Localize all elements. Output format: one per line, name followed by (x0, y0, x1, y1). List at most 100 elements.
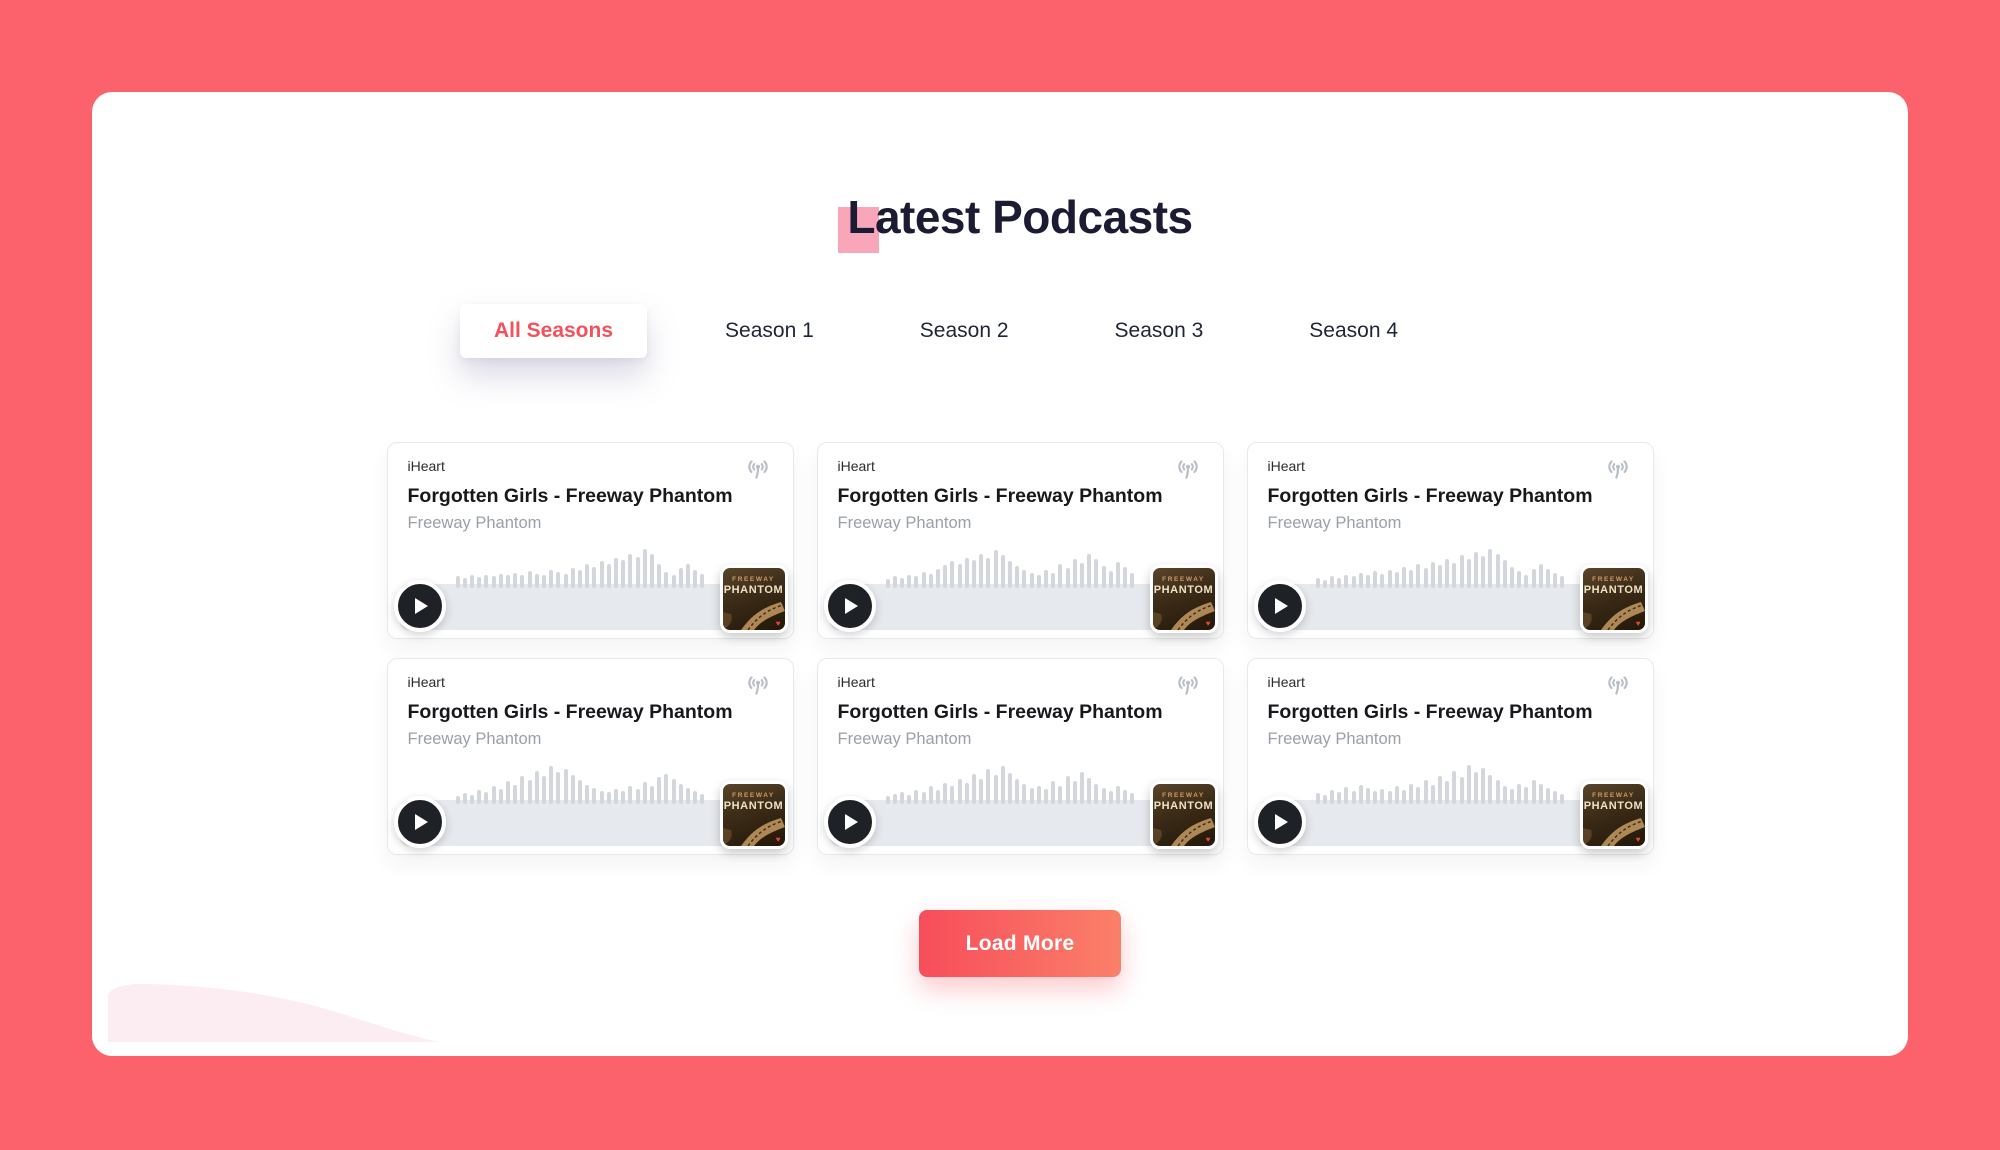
album-art[interactable]: FREEWAY PHANTOM ♥ (719, 565, 788, 633)
waveform-bar (1473, 772, 1478, 804)
pink-wave-decoration (108, 983, 438, 1042)
tab-label: All Seasons (493, 319, 614, 342)
tab-season-3[interactable]: Season 3 (1087, 304, 1232, 358)
play-button[interactable] (1253, 580, 1306, 632)
waveform-bar (1329, 576, 1334, 588)
waveform-bar (563, 573, 568, 588)
waveform[interactable] (1315, 762, 1565, 804)
waveform-bar (1365, 575, 1370, 588)
waveform-bar (1101, 566, 1106, 588)
waveform-bar (993, 550, 998, 588)
waveform-bar (1065, 776, 1070, 804)
waveform-bar (1022, 783, 1027, 804)
podcast-network-label: iHeart (407, 674, 445, 690)
waveform-bar (1322, 794, 1327, 804)
waveform-bar (657, 564, 662, 588)
album-art[interactable]: FREEWAY PHANTOM ♥ (1579, 781, 1648, 849)
waveform-bar (1072, 781, 1077, 804)
waveform-bar (556, 772, 561, 804)
album-art-line1: FREEWAY (732, 576, 775, 583)
player-track-background (829, 800, 1211, 846)
waveform[interactable] (885, 762, 1135, 804)
iheart-logo-icon[interactable] (1173, 456, 1203, 482)
waveform-bar (1524, 787, 1529, 804)
play-button[interactable] (823, 796, 876, 848)
play-button[interactable] (393, 580, 446, 632)
waveform-bar (613, 788, 618, 804)
waveform-bar (1538, 564, 1543, 588)
waveform[interactable] (455, 546, 705, 588)
waveform-bar (541, 776, 546, 804)
waveform-bar (606, 792, 611, 804)
waveform-bar (928, 786, 933, 804)
album-art-road-illustration (1152, 602, 1215, 630)
album-art-line2: PHANTOM (1583, 800, 1644, 813)
waveform-bar (1546, 788, 1550, 804)
tab-all-seasons[interactable]: All Seasons (459, 304, 648, 358)
waveform-bar (1509, 567, 1514, 588)
waveform[interactable] (455, 762, 705, 804)
waveform-bar (1315, 793, 1320, 804)
play-button[interactable] (823, 580, 876, 632)
tab-season-1[interactable]: Season 1 (697, 304, 842, 358)
waveform-bar (671, 574, 676, 588)
waveform[interactable] (1315, 546, 1565, 588)
podcast-show-name: Freeway Phantom (407, 730, 542, 748)
play-button[interactable] (393, 796, 446, 848)
tab-season-2[interactable]: Season 2 (892, 304, 1037, 358)
waveform[interactable] (885, 546, 1135, 588)
load-more-button[interactable]: Load More (919, 910, 1121, 977)
waveform-bar (491, 786, 496, 804)
iheart-logo-icon[interactable] (1603, 672, 1633, 698)
waveform-bar (520, 574, 525, 588)
waveform-bar (1401, 789, 1406, 804)
waveform-bar (570, 775, 575, 804)
waveform-bar (914, 576, 919, 588)
tab-season-4[interactable]: Season 4 (1281, 304, 1426, 358)
waveform-bar (700, 793, 705, 804)
podcast-episode-title: Forgotten Girls - Freeway Phantom (837, 485, 1163, 507)
waveform-bar (986, 768, 991, 804)
waveform-bar (899, 577, 904, 588)
waveform-bar (1015, 566, 1020, 588)
waveform-bar (1043, 570, 1048, 588)
iheart-logo-icon[interactable] (743, 672, 773, 698)
podcast-card: iHeart Forgotten Girls - Freeway Phantom… (386, 658, 794, 855)
podcast-network-label: iHeart (837, 674, 875, 690)
play-icon (845, 598, 858, 614)
iheart-logo-icon[interactable] (743, 456, 773, 482)
waveform-bar (1495, 780, 1500, 804)
album-art-iheart-mark: ♥ (775, 835, 781, 844)
podcast-episode-title: Forgotten Girls - Freeway Phantom (837, 701, 1163, 723)
waveform-bar (657, 777, 662, 804)
waveform-bar (1036, 785, 1041, 804)
waveform-bar (505, 575, 510, 588)
album-art-line2: PHANTOM (723, 800, 784, 813)
waveform-bar (1423, 780, 1428, 804)
iheart-logo-icon[interactable] (1603, 456, 1633, 482)
album-art[interactable]: FREEWAY PHANTOM ♥ (1579, 565, 1648, 633)
waveform-bar (491, 576, 496, 588)
album-art[interactable]: FREEWAY PHANTOM ♥ (719, 781, 788, 849)
waveform-bar (455, 795, 460, 804)
tab-label: Season 2 (919, 319, 1009, 342)
waveform-bar (1022, 570, 1027, 588)
waveform-bar (1452, 562, 1457, 588)
waveform-bar (563, 768, 568, 804)
audio-player: FREEWAY PHANTOM ♥ (1248, 538, 1653, 638)
play-button[interactable] (1253, 796, 1306, 848)
album-art[interactable]: FREEWAY PHANTOM ♥ (1149, 781, 1218, 849)
waveform-bar (1130, 793, 1135, 804)
waveform-bar (1409, 783, 1414, 804)
waveform-bar (907, 794, 912, 804)
waveform-bar (1123, 567, 1128, 588)
audio-player: FREEWAY PHANTOM ♥ (1248, 754, 1653, 854)
waveform-bar (1380, 573, 1385, 588)
waveform-bar (950, 561, 955, 588)
waveform-bar (592, 788, 597, 804)
waveform-bar (885, 578, 890, 588)
album-art[interactable]: FREEWAY PHANTOM ♥ (1149, 565, 1218, 633)
iheart-logo-icon[interactable] (1173, 672, 1203, 698)
podcast-show-name: Freeway Phantom (837, 730, 972, 748)
tab-label: Season 3 (1114, 319, 1204, 342)
